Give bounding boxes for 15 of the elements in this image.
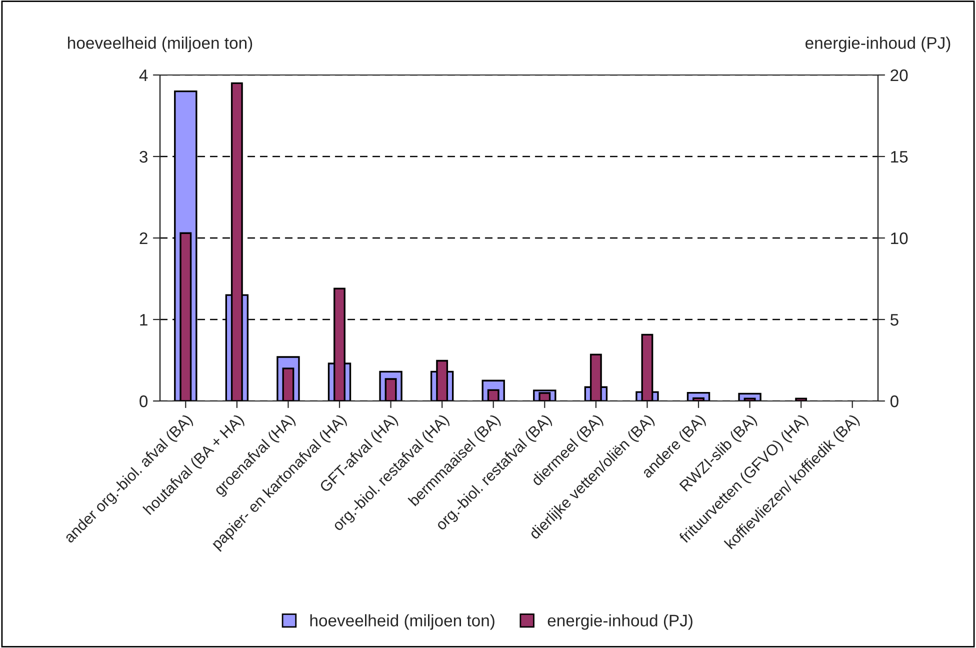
y2-tick-label: 15 — [891, 151, 908, 163]
y2-tick-label: 20 — [890, 69, 908, 82]
y-tick-label: 0 — [140, 395, 148, 408]
y-axis-title: hoeveelheid (miljoen ton) — [68, 36, 252, 52]
legend-label: hoeveelheid (miljoen ton) — [310, 614, 494, 630]
legend-label: energie-inhoud (PJ) — [548, 614, 692, 630]
y-tick-label: 4 — [139, 70, 148, 82]
y-tick-label: 1 — [140, 314, 148, 326]
bar — [795, 398, 808, 401]
y2-tick-label: 0 — [890, 395, 898, 408]
y-tick-label: 3 — [140, 150, 148, 163]
y2-tick-label: 5 — [890, 314, 898, 326]
y-tick-label: 2 — [140, 232, 148, 244]
y2-tick-label: 10 — [891, 232, 908, 244]
y2-axis-title: energie-inhoud (PJ) — [806, 36, 950, 52]
